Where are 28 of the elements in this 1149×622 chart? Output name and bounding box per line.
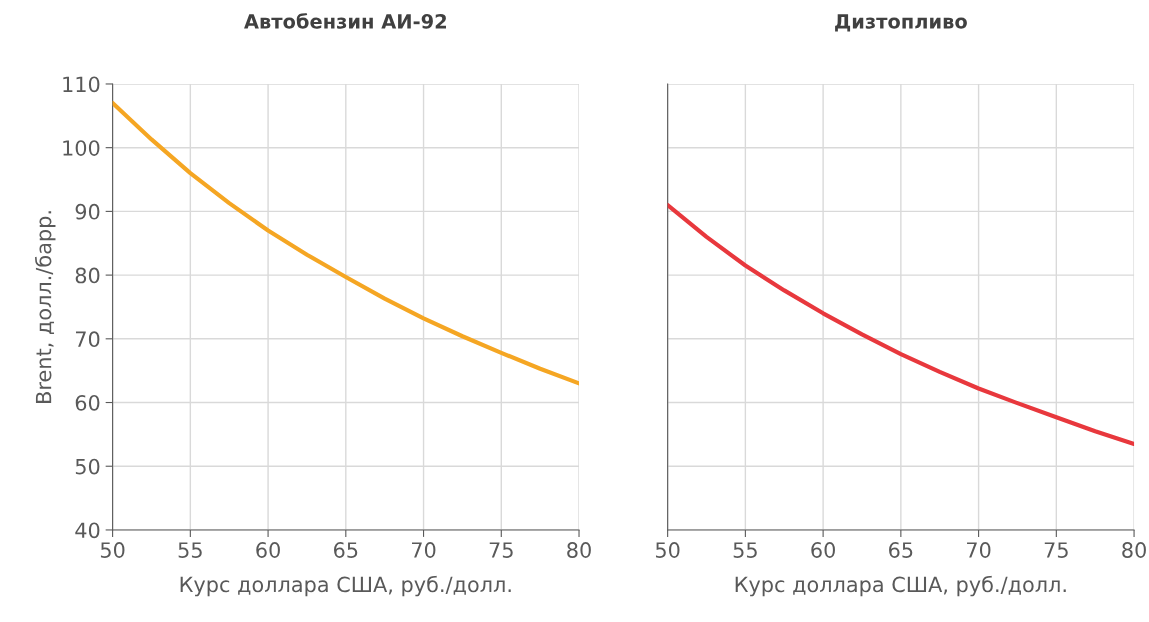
- y-tick-label: 70: [76, 331, 100, 348]
- x-tick-label: 75: [489, 542, 513, 558]
- x-tick-label: 55: [733, 542, 757, 558]
- x-tick-label: 70: [412, 542, 436, 558]
- line-series: [112, 100, 580, 386]
- y-tick-label: 50: [75, 458, 100, 475]
- y-tick-label: 100: [63, 140, 100, 156]
- x-tick-label: 60: [256, 542, 280, 558]
- y-axis-title: Brent, долл./барр.: [34, 211, 56, 403]
- x-tick-label: 60: [811, 542, 835, 558]
- x-axis-title: Курс доллара США, руб./долл.: [735, 575, 1066, 597]
- x-axis-title: Курс доллара США, руб./долл.: [180, 575, 511, 597]
- x-tick-label: 65: [889, 542, 913, 558]
- x-tick-label: 70: [967, 542, 991, 558]
- y-tick-label: 90: [75, 203, 100, 220]
- y-tick-label: 80: [75, 267, 100, 284]
- x-tick-label: 50: [100, 542, 125, 558]
- x-tick-label: 80: [1122, 542, 1146, 558]
- y-tick-label: 110: [63, 76, 100, 93]
- y-tick-label: 40: [75, 522, 100, 539]
- chart-title: Автобензин АИ-92: [244, 13, 446, 29]
- x-tick-label: 50: [656, 542, 680, 558]
- x-tick-label: 80: [567, 542, 591, 558]
- chart-title: Дизтопливо: [835, 14, 967, 32]
- x-tick-label: 65: [334, 542, 358, 558]
- x-tick-label: 75: [1044, 542, 1068, 558]
- x-tick-label: 55: [178, 542, 202, 558]
- y-tick-label: 60: [75, 394, 100, 411]
